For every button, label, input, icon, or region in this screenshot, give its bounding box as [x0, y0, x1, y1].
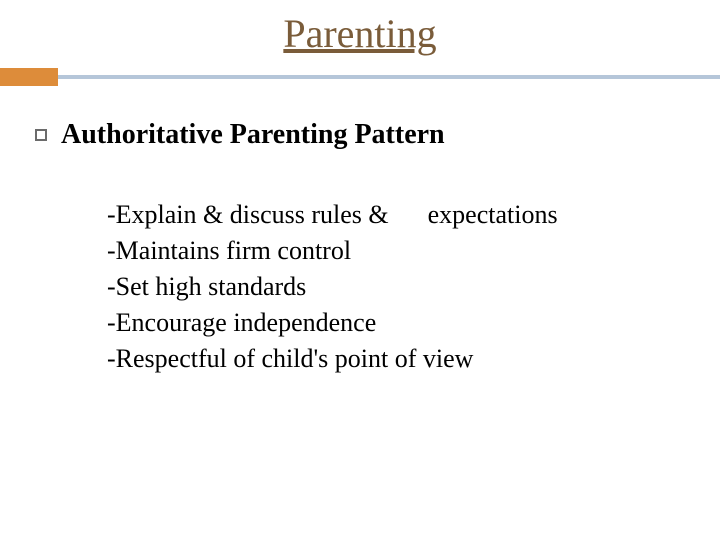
slide-title: Parenting	[0, 10, 720, 57]
body-line: -Respectful of child's point of view	[107, 341, 690, 377]
body-line: -Explain & discuss rules & expectations	[107, 197, 690, 233]
content-area: Authoritative Parenting Pattern -Explain…	[0, 79, 720, 376]
bullet-square-icon	[35, 129, 47, 141]
heading-row: Authoritative Parenting Pattern	[35, 119, 690, 151]
body-line: -Encourage independence	[107, 305, 690, 341]
heading-text: Authoritative Parenting Pattern	[61, 119, 445, 151]
body-line: -Set high standards	[107, 269, 690, 305]
title-area: Parenting	[0, 0, 720, 57]
divider-bar	[0, 75, 720, 79]
divider	[0, 75, 720, 79]
accent-block	[0, 68, 58, 86]
body-lines: -Explain & discuss rules & expectations …	[107, 197, 690, 376]
body-line: -Maintains firm control	[107, 233, 690, 269]
